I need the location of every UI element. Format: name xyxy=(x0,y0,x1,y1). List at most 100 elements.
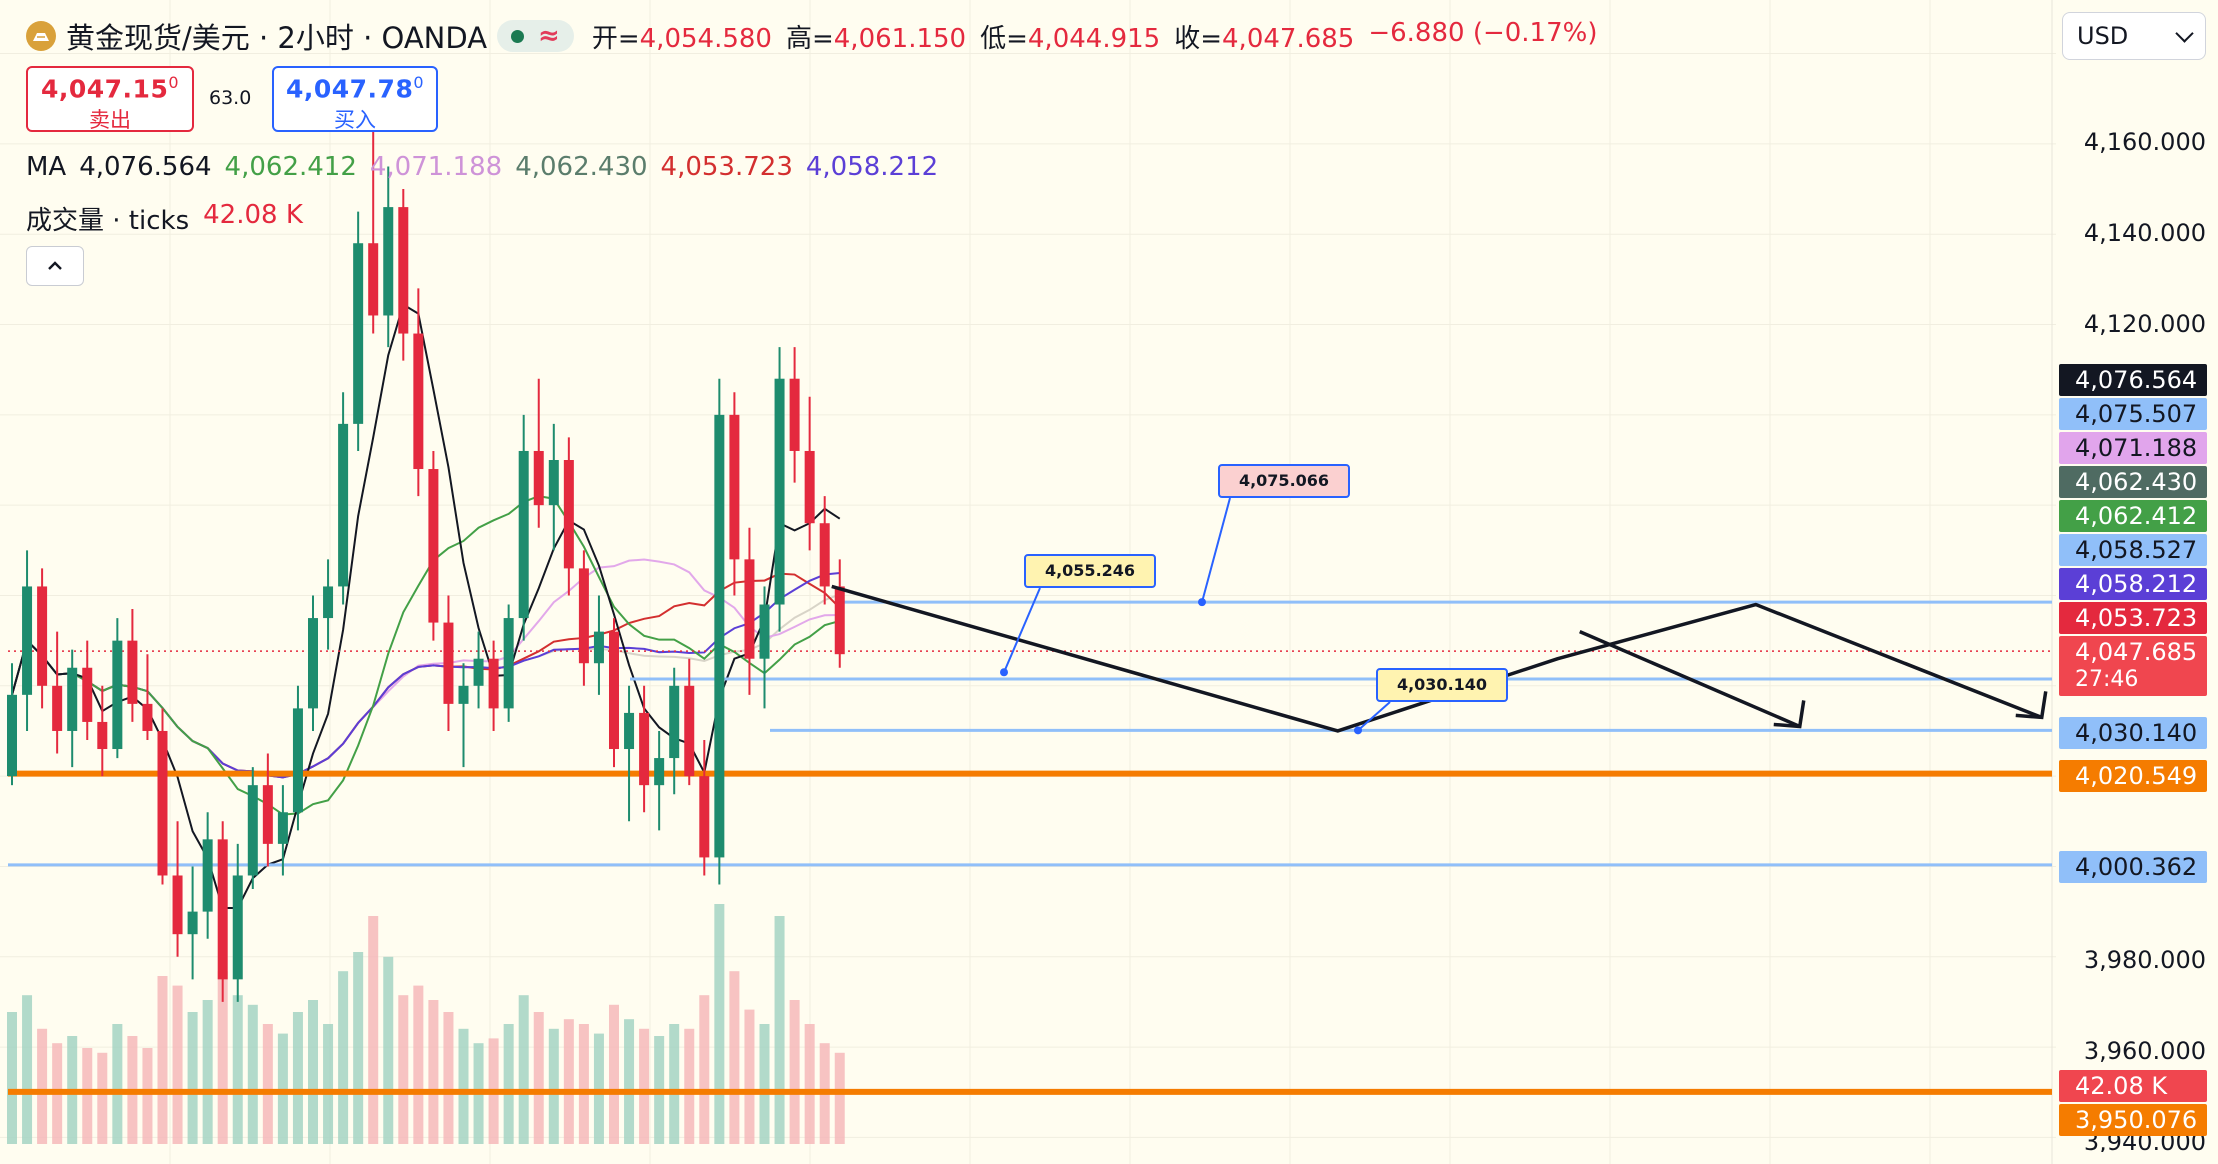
symbol-title[interactable]: 黄金现货/美元 · 2小时 · OANDA xyxy=(66,21,488,55)
volume-bar xyxy=(774,916,785,1144)
volume-bar xyxy=(578,1024,589,1144)
volume-bar xyxy=(834,1052,845,1144)
candle-body xyxy=(187,911,198,935)
last-price-tag: 4,047.685 xyxy=(2059,636,2207,696)
volume-bar xyxy=(669,1024,680,1144)
candle-body xyxy=(172,875,183,935)
candle-body xyxy=(834,586,845,655)
ma-line-green xyxy=(11,495,841,816)
projection-path xyxy=(831,584,2043,733)
ma-legend[interactable]: MA 4,076.564 4,062.412 4,071.188 4,062.4… xyxy=(26,152,938,182)
callout-leader xyxy=(1357,701,1391,732)
candle-body xyxy=(744,559,755,659)
spread-value: 63.0 xyxy=(209,87,252,109)
candle-body xyxy=(368,243,379,316)
price-callout[interactable]: 4,030.140 xyxy=(1376,668,1508,702)
buy-button[interactable]: 4,047.780 买入 xyxy=(272,66,438,132)
volume-bar xyxy=(338,971,349,1144)
volume-bar xyxy=(247,1004,258,1144)
arrowhead-icon xyxy=(1773,700,1806,729)
volume-bar xyxy=(804,1024,815,1144)
volume-bar xyxy=(458,1028,469,1144)
candle-body xyxy=(473,658,484,686)
ma-value-1: 4,076.564 xyxy=(79,152,212,182)
price-tag: 4,020.549 xyxy=(2059,760,2207,792)
axis-label: 4,120.000 xyxy=(2083,310,2206,338)
volume-bar xyxy=(624,1019,635,1144)
callout-anchor xyxy=(1198,598,1206,607)
ma-value-3: 4,071.188 xyxy=(369,152,503,182)
volume-legend[interactable]: 成交量 · ticks 42.08 K xyxy=(26,200,303,237)
price-callout[interactable]: 4,055.246 xyxy=(1024,554,1156,588)
candle-body xyxy=(82,667,93,722)
axis-label: 3,960.000 xyxy=(2083,1037,2206,1065)
close-value: 4,047.685 xyxy=(1222,23,1355,54)
price-tag: 4,053.723 xyxy=(2059,602,2207,634)
currency-select[interactable]: USD xyxy=(2062,12,2206,60)
candle-body xyxy=(639,712,650,786)
price-callout[interactable]: 4,075.066 xyxy=(1218,464,1350,498)
volume-bar xyxy=(292,1012,303,1144)
sell-button[interactable]: 4,047.150 卖出 xyxy=(26,66,194,132)
price-tag: 4,000.362 xyxy=(2059,851,2207,883)
low-value: 4,044.915 xyxy=(1027,23,1161,54)
volume-bar xyxy=(232,995,243,1144)
volume-bar xyxy=(563,1019,574,1144)
high-value: 4,061.150 xyxy=(833,23,967,54)
symbol-header: 黄金现货/美元 · 2小时 · OANDA ≈ 开=4,054.580 高=4,… xyxy=(26,14,1598,58)
candle-body xyxy=(774,378,785,605)
volume-bar xyxy=(368,916,379,1144)
volume-bar xyxy=(518,995,529,1144)
buy-label: 买入 xyxy=(334,108,376,133)
candle-body xyxy=(578,568,589,664)
candle-body xyxy=(338,423,349,587)
ma-value-5: 4,053.723 xyxy=(660,152,793,182)
volume-bar xyxy=(97,1052,108,1144)
volume-bar xyxy=(323,1024,334,1144)
sell-label: 卖出 xyxy=(89,108,131,133)
volume-bar xyxy=(398,995,409,1144)
volume-value: 42.08 K xyxy=(203,200,303,230)
candle-body xyxy=(217,839,228,980)
price-chart[interactable] xyxy=(0,0,2058,1164)
candle-body xyxy=(759,604,770,659)
candle-body xyxy=(729,414,740,560)
candle-body xyxy=(714,414,725,858)
volume-bar xyxy=(744,1009,755,1144)
volume-bar xyxy=(112,1024,123,1144)
candle-body xyxy=(428,469,439,623)
price-tag: 4,062.412 xyxy=(2059,500,2207,532)
candle-body xyxy=(7,694,17,777)
candle-body xyxy=(699,776,710,858)
volume-bar xyxy=(172,985,183,1144)
callout-anchor xyxy=(1354,726,1362,735)
volume-bar xyxy=(202,1000,213,1144)
candle-body xyxy=(262,785,273,844)
volume-bar xyxy=(714,904,725,1144)
candle-body xyxy=(443,622,454,704)
arrowhead-icon xyxy=(2015,691,2048,720)
candle-body xyxy=(458,685,469,704)
volume-bar xyxy=(37,1028,48,1144)
volume-bar xyxy=(503,1024,514,1144)
candle-body xyxy=(488,658,499,709)
market-status-pill[interactable]: ≈ xyxy=(497,20,574,52)
volume-bar xyxy=(262,1024,273,1144)
gold-symbol-icon xyxy=(26,21,56,51)
price-tag: 4,075.507 xyxy=(2059,398,2207,430)
candle-body xyxy=(413,333,424,470)
candle-body xyxy=(548,460,559,506)
collapse-legend-button[interactable] xyxy=(26,246,84,286)
candle-body xyxy=(323,586,334,619)
volume-label: 成交量 · ticks xyxy=(26,206,190,236)
volume-bar xyxy=(593,1033,604,1144)
candle-body xyxy=(804,450,815,524)
volume-bar xyxy=(217,971,228,1144)
candle-body xyxy=(292,708,303,813)
candle-body xyxy=(232,875,243,980)
volume-bar xyxy=(428,1000,439,1144)
currency-value: USD xyxy=(2077,22,2129,50)
callout-leader xyxy=(1003,587,1041,673)
ma-value-4: 4,062.430 xyxy=(515,152,648,182)
volume-bar xyxy=(548,1028,559,1144)
